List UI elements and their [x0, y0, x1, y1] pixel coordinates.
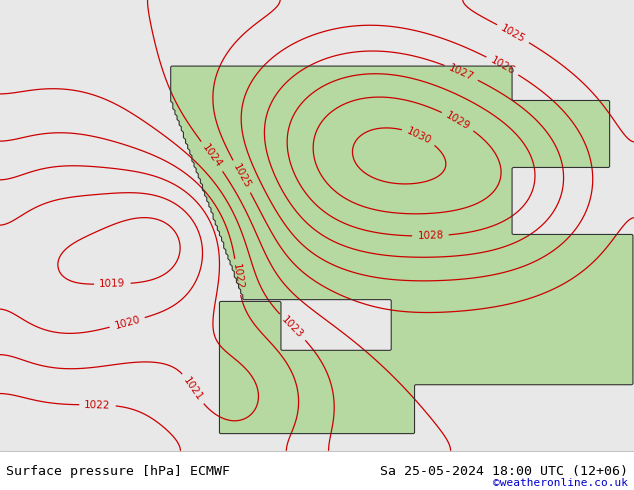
Text: 1026: 1026 [489, 55, 517, 76]
Text: 1023: 1023 [280, 314, 306, 340]
Text: 1022: 1022 [84, 399, 111, 410]
Text: ©weatheronline.co.uk: ©weatheronline.co.uk [493, 478, 628, 488]
Text: 1030: 1030 [405, 125, 433, 146]
Text: 1021: 1021 [181, 375, 205, 402]
Text: Sa 25-05-2024 18:00 UTC (12+06): Sa 25-05-2024 18:00 UTC (12+06) [380, 465, 628, 478]
Text: 1020: 1020 [113, 314, 141, 331]
Text: 1027: 1027 [447, 63, 476, 82]
Text: 1022: 1022 [231, 263, 244, 291]
Text: 1028: 1028 [417, 230, 444, 241]
Text: Surface pressure [hPa] ECMWF: Surface pressure [hPa] ECMWF [6, 465, 230, 478]
Text: 1019: 1019 [99, 279, 126, 289]
Text: 1025: 1025 [499, 23, 527, 44]
Text: 1029: 1029 [444, 110, 472, 132]
Text: 1024: 1024 [200, 143, 224, 170]
Text: 1025: 1025 [231, 163, 252, 191]
